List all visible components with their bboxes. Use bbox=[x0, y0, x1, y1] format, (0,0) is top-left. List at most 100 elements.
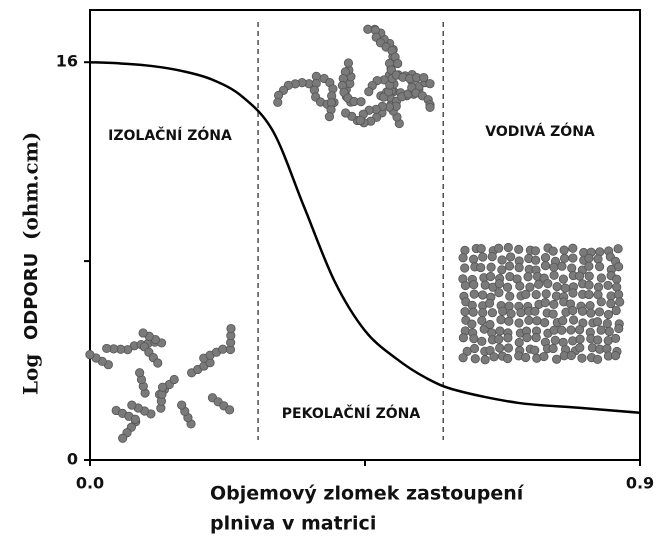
particle bbox=[497, 265, 507, 275]
particle bbox=[594, 307, 605, 317]
particle bbox=[458, 253, 468, 263]
particle bbox=[480, 280, 490, 290]
particle bbox=[534, 279, 544, 289]
particle bbox=[356, 97, 366, 107]
particle bbox=[494, 243, 504, 253]
particle bbox=[504, 316, 514, 326]
y-axis-label: Log ODPORU (ohm.cm) bbox=[19, 132, 43, 395]
particle bbox=[525, 282, 535, 292]
plot-frame bbox=[89, 9, 641, 461]
particle bbox=[514, 244, 524, 254]
particle bbox=[153, 358, 163, 368]
particle bbox=[393, 58, 403, 69]
particle bbox=[458, 333, 468, 343]
particle bbox=[489, 352, 499, 362]
particle bbox=[568, 305, 578, 316]
particle bbox=[584, 253, 594, 263]
x-tick-label: 0.9 bbox=[626, 474, 654, 493]
particle bbox=[502, 282, 513, 292]
particle bbox=[485, 271, 496, 282]
particle bbox=[614, 262, 624, 272]
particle bbox=[169, 374, 179, 385]
particle bbox=[469, 289, 479, 299]
particle bbox=[102, 343, 112, 354]
particle bbox=[548, 309, 558, 319]
particle bbox=[494, 334, 504, 344]
particle bbox=[460, 245, 470, 255]
particle bbox=[494, 288, 504, 298]
annotation: IZOLAČNÍ ZÓNA bbox=[108, 126, 232, 144]
particle bbox=[552, 354, 562, 364]
particle bbox=[559, 245, 569, 255]
particle bbox=[593, 254, 603, 264]
particle bbox=[460, 307, 470, 317]
particle bbox=[610, 333, 621, 344]
particle bbox=[467, 319, 477, 329]
x-tick-label: 0.0 bbox=[76, 474, 104, 493]
particle bbox=[557, 261, 567, 271]
particle bbox=[549, 325, 559, 335]
particle bbox=[522, 333, 532, 343]
particle bbox=[343, 58, 354, 68]
particle bbox=[615, 297, 625, 307]
y-tick-label: 0 bbox=[67, 450, 78, 469]
y-label-part: Log bbox=[19, 354, 43, 395]
particle bbox=[584, 289, 594, 300]
particle bbox=[363, 24, 373, 34]
particle bbox=[127, 400, 137, 410]
particle bbox=[484, 298, 495, 308]
particle bbox=[602, 318, 612, 329]
particle bbox=[486, 262, 496, 272]
particle bbox=[470, 354, 480, 364]
particle bbox=[596, 325, 606, 335]
particle bbox=[458, 353, 468, 363]
particle bbox=[548, 343, 558, 354]
particle bbox=[478, 290, 488, 300]
particle bbox=[603, 280, 613, 291]
y-tick-label: 16 bbox=[56, 52, 78, 71]
particle bbox=[495, 343, 505, 353]
particle bbox=[494, 279, 504, 289]
particle bbox=[477, 336, 487, 346]
particle bbox=[487, 308, 498, 318]
particle bbox=[530, 306, 540, 316]
particle bbox=[503, 343, 514, 353]
particle bbox=[523, 272, 533, 282]
particle bbox=[592, 317, 603, 327]
particle bbox=[130, 414, 140, 424]
particle bbox=[505, 291, 515, 301]
particle bbox=[612, 274, 622, 284]
x-axis-label: Objemový zlomek zastoupení bbox=[210, 483, 525, 505]
particle bbox=[560, 283, 570, 293]
particle bbox=[521, 352, 531, 363]
particle bbox=[577, 306, 588, 316]
particle bbox=[610, 351, 621, 361]
particle bbox=[584, 261, 594, 271]
particle bbox=[496, 315, 506, 325]
particle bbox=[468, 307, 478, 317]
particle bbox=[614, 289, 624, 300]
particle bbox=[596, 297, 606, 307]
particle bbox=[606, 291, 616, 301]
particle bbox=[593, 335, 603, 345]
particle bbox=[549, 270, 559, 280]
particle bbox=[515, 281, 525, 291]
particle bbox=[85, 350, 95, 360]
particle bbox=[568, 253, 578, 263]
particle bbox=[574, 325, 585, 335]
particle bbox=[559, 253, 570, 264]
particle bbox=[469, 280, 479, 290]
y-label-part: ODPORU bbox=[21, 253, 42, 340]
particle bbox=[548, 246, 558, 256]
particle bbox=[575, 343, 585, 353]
particle bbox=[584, 271, 594, 281]
particle bbox=[531, 289, 541, 300]
particle bbox=[606, 298, 616, 309]
particles bbox=[85, 24, 625, 443]
particle bbox=[558, 316, 568, 326]
particle bbox=[425, 79, 435, 89]
particle bbox=[468, 254, 479, 264]
particle bbox=[549, 262, 559, 272]
particle bbox=[487, 252, 497, 262]
